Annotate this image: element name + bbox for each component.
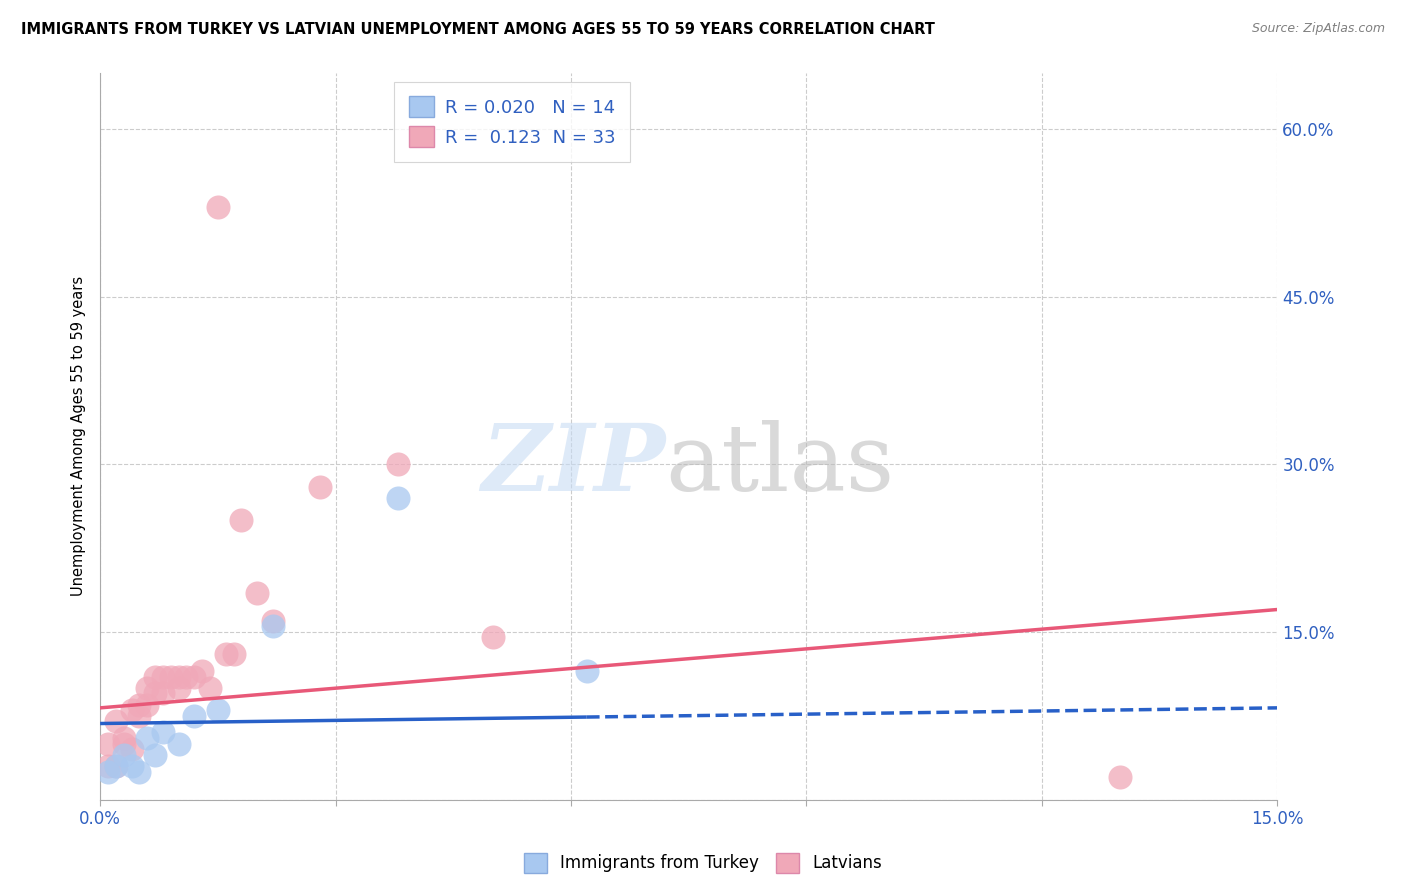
Point [121, 703, 143, 717]
Point [176, 669, 198, 683]
Y-axis label: Unemployment Among Ages 55 to 59 years: Unemployment Among Ages 55 to 59 years [72, 277, 86, 597]
Point [97, 764, 120, 779]
Point [128, 698, 150, 712]
Point [231, 513, 253, 527]
Point [183, 669, 205, 683]
Point [387, 491, 409, 505]
Point [481, 631, 503, 645]
Point [191, 664, 214, 678]
Point [112, 731, 135, 745]
Text: Source: ZipAtlas.com: Source: ZipAtlas.com [1251, 22, 1385, 36]
Point [136, 681, 159, 695]
Point [97, 737, 120, 751]
Point [167, 737, 190, 751]
Point [167, 669, 190, 683]
Point [262, 619, 284, 633]
Point [143, 686, 166, 700]
Point [309, 479, 332, 493]
Point [152, 669, 174, 683]
Point [262, 614, 284, 628]
Point [183, 708, 205, 723]
Point [97, 759, 120, 773]
Point [136, 698, 159, 712]
Point [128, 764, 150, 779]
Point [167, 681, 190, 695]
Text: atlas: atlas [665, 420, 894, 510]
Point [112, 747, 135, 762]
Point [121, 759, 143, 773]
Point [387, 457, 409, 471]
Point [575, 664, 598, 678]
Legend: Immigrants from Turkey, Latvians: Immigrants from Turkey, Latvians [517, 847, 889, 880]
Point [1109, 770, 1132, 784]
Point [143, 747, 166, 762]
Point [207, 703, 229, 717]
Point [121, 742, 143, 756]
Point [104, 759, 127, 773]
Point [136, 731, 159, 745]
Point [207, 200, 229, 214]
Point [159, 669, 181, 683]
Legend: R = 0.020   N = 14, R =  0.123  N = 33: R = 0.020 N = 14, R = 0.123 N = 33 [394, 82, 630, 161]
Point [112, 737, 135, 751]
Point [215, 647, 238, 661]
Point [104, 714, 127, 729]
Point [222, 647, 245, 661]
Text: ZIP: ZIP [481, 420, 665, 510]
Point [104, 759, 127, 773]
Text: IMMIGRANTS FROM TURKEY VS LATVIAN UNEMPLOYMENT AMONG AGES 55 TO 59 YEARS CORRELA: IMMIGRANTS FROM TURKEY VS LATVIAN UNEMPL… [21, 22, 935, 37]
Point [152, 686, 174, 700]
Point [198, 681, 221, 695]
Point [128, 708, 150, 723]
Point [143, 669, 166, 683]
Point [246, 586, 269, 600]
Point [152, 725, 174, 739]
